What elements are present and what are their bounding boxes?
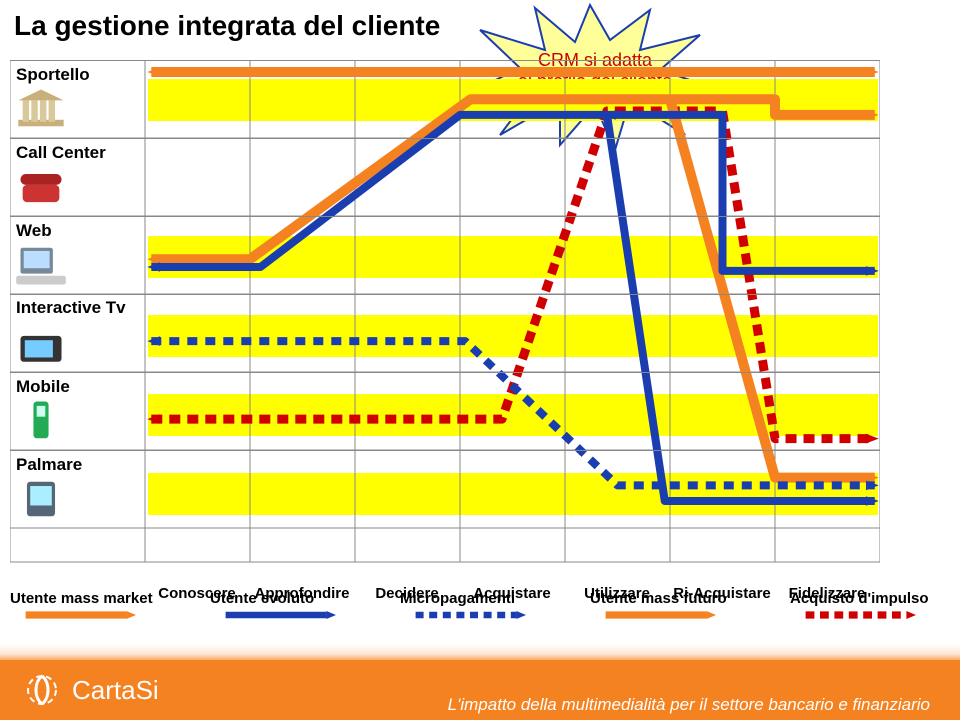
legend-impulso: Acquisto d'impulso xyxy=(790,590,929,607)
legend-futuro: Utente mass futuro xyxy=(590,590,727,607)
row-web: Web xyxy=(16,221,52,241)
legend-evoluto: Utente evoluto xyxy=(210,590,314,607)
cartasi-icon xyxy=(20,668,64,712)
row-palmare: Palmare xyxy=(16,455,82,475)
column-icon xyxy=(14,87,68,131)
brand-logo: CartaSi xyxy=(20,668,159,712)
footer-bar: CartaSi L'impatto della multimedialità p… xyxy=(0,660,960,720)
page-title: La gestione integrata del cliente xyxy=(14,10,440,42)
legend: Utente mass market Utente evoluto Microp… xyxy=(0,590,960,640)
phone-icon xyxy=(14,165,68,209)
mobile-icon xyxy=(14,399,68,443)
legend-mass-market: Utente mass market xyxy=(10,590,153,607)
footer-text: L'impatto della multimedialità per il se… xyxy=(448,695,930,715)
row-mobile: Mobile xyxy=(16,377,70,397)
channel-phase-grid: Sportello Call Center Web Interactive Tv… xyxy=(10,60,880,580)
row-sportello: Sportello xyxy=(16,65,90,85)
row-callcenter: Call Center xyxy=(16,143,106,163)
row-itv: Interactive Tv xyxy=(16,299,126,316)
legend-micro: Micropagamenti xyxy=(400,590,515,607)
computer-icon xyxy=(14,243,68,287)
tv-icon xyxy=(14,329,68,373)
pda-icon xyxy=(14,477,68,521)
